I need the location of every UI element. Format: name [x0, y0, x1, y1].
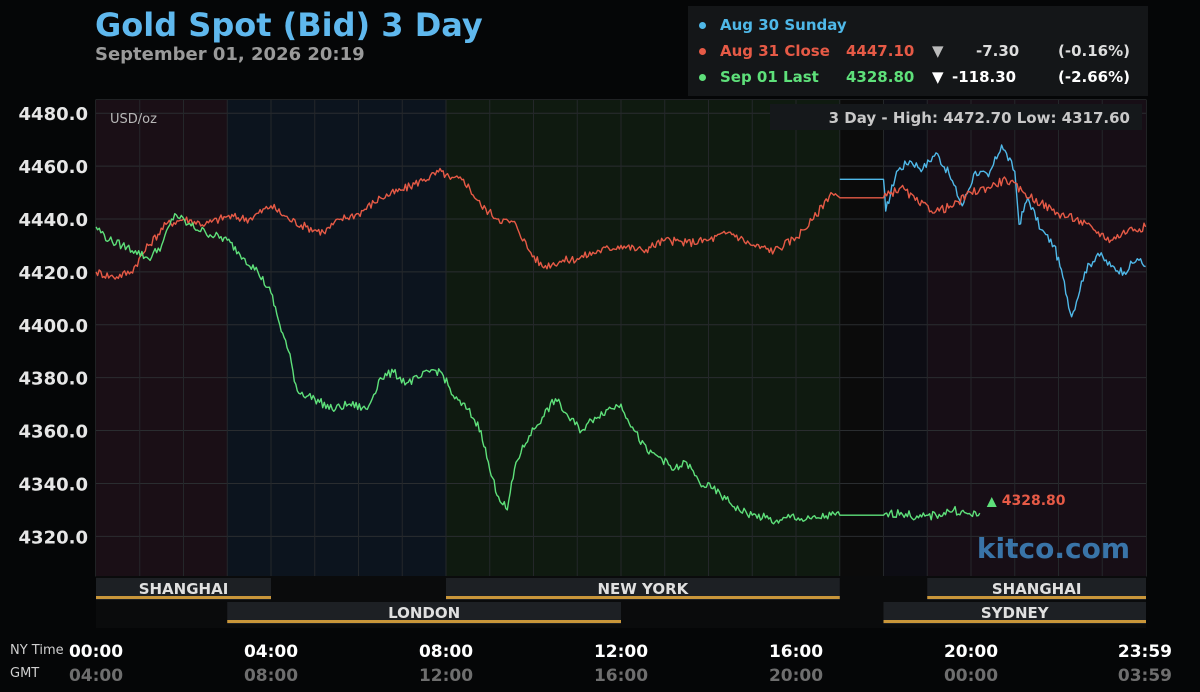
- legend-price-sep01: 4328.80: [846, 68, 915, 86]
- session-underline-0: [96, 596, 271, 599]
- session-underline-1: [446, 596, 840, 599]
- plot-series: [95, 144, 1147, 525]
- x-tick-ny: 16:00: [769, 642, 823, 662]
- session-label: SHANGHAI: [139, 580, 229, 598]
- y-tick-label: 4460.0: [19, 157, 88, 178]
- legend-arrow-sep01: ▼: [932, 68, 944, 86]
- legend-price-aug31: 4447.10: [846, 42, 915, 60]
- session-bar-3: [227, 602, 621, 624]
- session-bar-0: [96, 578, 271, 600]
- range-box: [770, 104, 1142, 130]
- legend-arrow-aug31: ▼: [932, 42, 944, 60]
- x-tick-gmt: 08:00: [244, 666, 298, 686]
- legend-dot-aug31: [699, 48, 706, 55]
- legend-change-sep01: -118.30: [952, 68, 1017, 86]
- session-label: SHANGHAI: [992, 580, 1082, 598]
- y-tick-label: 4320.0: [19, 527, 88, 548]
- session-underline-2: [927, 596, 1146, 599]
- legend-label-aug30: Aug 30 Sunday: [720, 16, 847, 34]
- session-label: LONDON: [388, 604, 460, 622]
- x-tick-ny: 00:00: [69, 642, 123, 662]
- series-line-1: [95, 167, 1147, 280]
- x-tick-gmt: 16:00: [594, 666, 648, 686]
- last-price-label: 4328.80: [1002, 493, 1066, 509]
- chart-timestamp: September 01, 2026 20:19: [95, 44, 365, 65]
- legend-dot-aug30: [699, 22, 706, 29]
- session-tint-3: [839, 100, 884, 576]
- x-tick-ny: 20:00: [944, 642, 998, 662]
- unit-label: USD/oz: [110, 112, 157, 127]
- ny-time-label: NY Time: [10, 643, 64, 658]
- kitco-watermark: kitco.com: [977, 532, 1130, 565]
- series-line-0: [839, 144, 1146, 318]
- series-line-2: [95, 213, 981, 525]
- legend: Aug 30 Sunday Aug 31 Close 4447.10 ▼ -7.…: [688, 6, 1148, 96]
- session-bar-4: [883, 602, 1146, 624]
- session-label: NEW YORK: [597, 580, 689, 598]
- plot-grid: [96, 100, 1146, 576]
- legend-label-sep01: Sep 01 Last: [720, 68, 819, 86]
- x-tick-gmt: 20:00: [769, 666, 823, 686]
- x-tick-gmt: 12:00: [419, 666, 473, 686]
- y-tick-label: 4380.0: [19, 369, 88, 390]
- session-label: SYDNEY: [981, 604, 1050, 622]
- x-tick-gmt: 04:00: [69, 666, 123, 686]
- session-tint-4: [883, 100, 928, 576]
- last-price-marker: [986, 497, 997, 508]
- plot-labels: 4320.0 4340.0 4360.0 4380.0 4400.0 4420.0 4440…: [10, 104, 1172, 686]
- session-underline-3: [227, 620, 621, 623]
- legend-pct-aug31: (-0.16%): [1058, 42, 1130, 60]
- legend-change-aug31: -7.30: [976, 42, 1020, 60]
- legend-dot-sep01: [699, 74, 706, 81]
- x-tick-ny: 23:59: [1118, 642, 1172, 662]
- y-tick-label: 4400.0: [19, 316, 88, 337]
- legend-label-aug31: Aug 31 Close: [720, 42, 830, 60]
- x-tick-ny: 08:00: [419, 642, 473, 662]
- legend-pct-sep01: (-2.66%): [1058, 68, 1130, 86]
- session-bar-1: [446, 578, 840, 600]
- x-tick-gmt: 03:59: [1118, 666, 1172, 686]
- x-tick-ny: 04:00: [244, 642, 298, 662]
- session-underline-4: [883, 620, 1146, 623]
- y-tick-label: 4340.0: [19, 474, 88, 495]
- y-tick-label: 4420.0: [19, 263, 88, 284]
- session-tint-5: [927, 100, 1146, 576]
- gmt-label: GMT: [10, 666, 39, 681]
- y-tick-label: 4440.0: [19, 210, 88, 231]
- y-tick-label: 4360.0: [19, 422, 88, 443]
- y-tick-label: 4480.0: [19, 104, 88, 125]
- session-tint-0: [96, 100, 228, 576]
- x-tick-ny: 12:00: [594, 642, 648, 662]
- session-bar-2: [927, 578, 1146, 600]
- chart-title: Gold Spot (Bid) 3 Day: [95, 6, 483, 44]
- range-label: 3 Day - High: 4472.70 Low: 4317.60: [829, 109, 1130, 127]
- session-tint-1: [227, 100, 446, 576]
- session-tint-2: [446, 100, 840, 576]
- x-tick-gmt: 00:00: [944, 666, 998, 686]
